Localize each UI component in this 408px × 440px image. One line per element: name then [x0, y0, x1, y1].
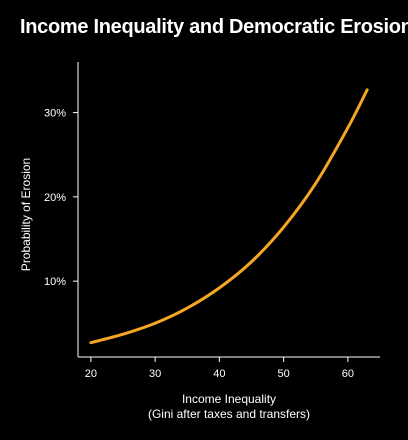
y-tick-label: 10% [44, 276, 66, 288]
y-tick-label: 20% [44, 192, 66, 204]
y-ticks: 10% 20% 30% [44, 108, 78, 288]
x-axis-label: Income Inequality [182, 392, 276, 406]
series-group [89, 88, 369, 345]
chart-title: Income Inequality and Democratic Erosion [20, 16, 408, 38]
x-axis: 20 30 40 50 60 Income Inequality (Gini after… [78, 356, 380, 421]
x-tick-label: 50 [277, 368, 289, 380]
x-tick-label: 30 [149, 368, 161, 380]
series-line [89, 88, 369, 345]
x-ticks: 20 30 40 50 60 [85, 357, 354, 380]
x-axis-sublabel: (Gini after taxes and transfers) [148, 407, 310, 421]
x-tick-label: 60 [342, 368, 354, 380]
x-tick-label: 20 [85, 368, 97, 380]
x-tick-label: 40 [213, 368, 225, 380]
y-axis: 10% 20% 30% Probability of Erosion [19, 62, 79, 357]
y-tick-label: 30% [44, 108, 66, 120]
y-axis-label: Probability of Erosion [19, 158, 33, 271]
